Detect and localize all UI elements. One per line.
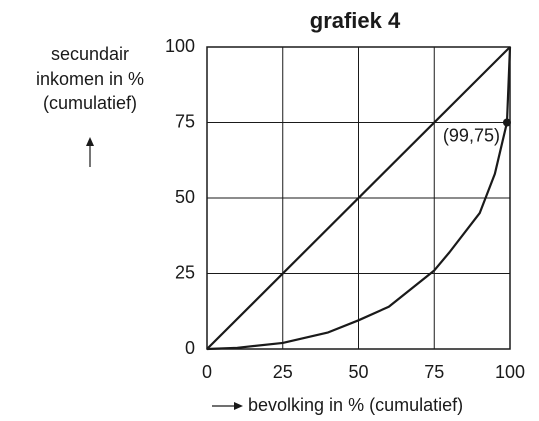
x-tick-label: 0	[202, 362, 212, 382]
y-axis-label: secundair	[51, 44, 129, 64]
series-line	[206, 46, 511, 350]
y-arrow	[86, 137, 94, 167]
series-line	[206, 46, 512, 351]
x-axis-label: bevolking in % (cumulatief)	[248, 395, 463, 415]
x-tick-label: 75	[424, 362, 444, 382]
annotation-label: (99,75)	[443, 125, 500, 145]
chart-title: grafiek 4	[310, 8, 401, 33]
annotation-dot	[502, 118, 511, 127]
y-tick-label: 50	[175, 187, 195, 207]
y-axis-label: (cumulatief)	[43, 93, 137, 113]
x-tick-label: 100	[495, 362, 525, 382]
y-tick-label: 75	[175, 111, 195, 131]
y-tick-label: 25	[175, 262, 195, 282]
x-arrow	[212, 402, 243, 410]
x-tick-label: 50	[348, 362, 368, 382]
y-tick-label: 0	[185, 338, 195, 358]
y-tick-label: 100	[165, 36, 195, 56]
y-axis-label: inkomen in %	[36, 69, 144, 89]
x-tick-label: 25	[273, 362, 293, 382]
plot-frame	[206, 46, 511, 350]
